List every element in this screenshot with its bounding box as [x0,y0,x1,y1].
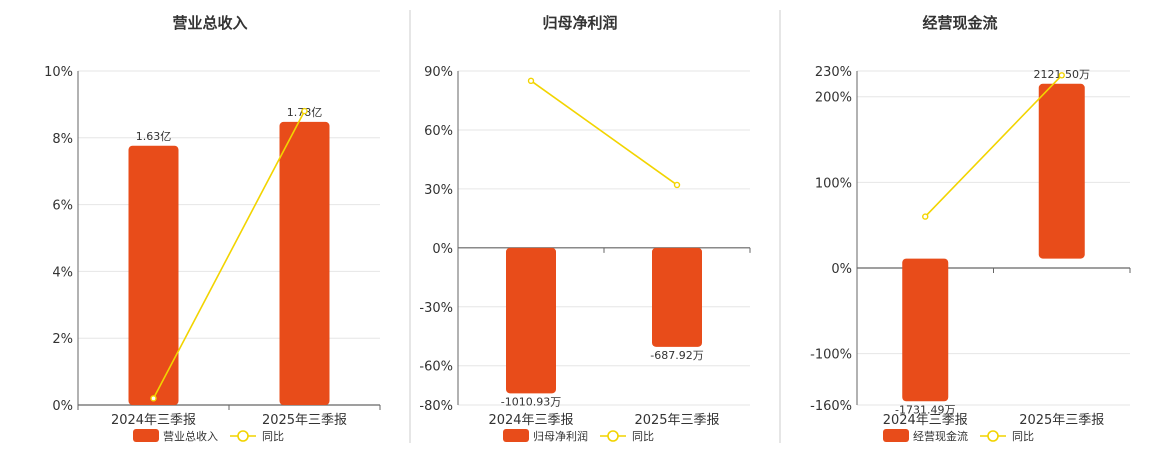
bar [279,121,330,406]
legend-label-bar: 营业总收入 [163,429,218,443]
legend-label-line: 同比 [632,430,654,443]
bar [506,247,556,394]
bar-data-label: -1010.93万 [501,395,561,408]
legend-swatch-bar [883,429,909,442]
y-tick-label: 90% [424,65,453,80]
legend-swatch-bar [133,429,159,442]
bar-data-label: -687.92万 [650,349,703,362]
yoy-point [922,213,929,220]
y-tick-label: -160% [810,399,852,414]
yoy-point [150,395,157,402]
y-tick-label: 4% [52,265,73,280]
x-category-label: 2025年三季报 [634,413,719,428]
y-tick-label: -100% [810,348,852,363]
y-tick-label: 100% [815,176,852,191]
x-category-label: 2025年三季报 [262,413,347,428]
yoy-point [301,107,308,115]
chart-panel-2: 归母净利润 -80% -60% -30% 0% 30% 60% 90% -1010.93万 -68… [419,14,751,443]
legend-swatch-bar [503,429,529,442]
y-tick-label: 0% [52,399,73,414]
y-tick-label: -80% [419,399,453,414]
y-tick-label: 230% [815,65,852,80]
bar [1038,83,1085,259]
y-tick-label: 200% [815,91,852,106]
y-tick-label: 8% [52,132,73,147]
bar [128,145,179,405]
legend-label-line: 同比 [262,430,284,443]
yoy-line [924,74,1063,218]
yoy-point [527,77,535,85]
x-category-label: 2024年三季报 [111,413,196,428]
y-tick-label: 60% [424,124,453,139]
chart-title: 经营现金流 [922,14,997,32]
yoy-point [673,181,681,189]
y-tick-label: 30% [424,183,453,198]
y-tick-label: 10% [44,65,73,80]
x-category-label: 2024年三季报 [883,413,968,428]
y-tick-label: -30% [419,301,453,316]
legend-swatch-point [987,430,999,442]
y-tick-label: 0% [432,242,453,257]
x-category-label: 2024年三季报 [488,413,573,428]
bar [902,258,949,402]
yoy-line [152,110,306,399]
x-category-label: 2025年三季报 [1019,413,1104,428]
legend-label-bar: 归母净利润 [533,429,588,443]
yoy-point [1058,72,1065,79]
legend-swatch-point [237,430,249,442]
y-tick-label: 6% [52,199,73,214]
chart-panel-3: 经营现金流-160%-100%0%100%200%230%-1731.49万21… [810,14,1131,443]
bar-data-label: 1.63亿 [136,130,172,143]
chart-title: 营业总收入 [172,14,247,32]
legend-swatch-point [607,430,619,442]
legend-label-line: 同比 [1012,430,1034,443]
legend-label-bar: 经营现金流 [913,429,968,443]
bar [652,247,702,347]
y-tick-label: -60% [419,360,453,375]
chart-title: 归母净利润 [542,14,617,32]
yoy-line [530,80,678,186]
y-tick-label: 2% [52,332,73,347]
y-tick-label: 0% [831,262,852,277]
bar-data-label: -1731.49万 [895,403,955,416]
chart-panel-1: 营业总收入0%2%4%6%8%10%1.63亿1.78亿2024年三季报2025… [44,14,381,443]
